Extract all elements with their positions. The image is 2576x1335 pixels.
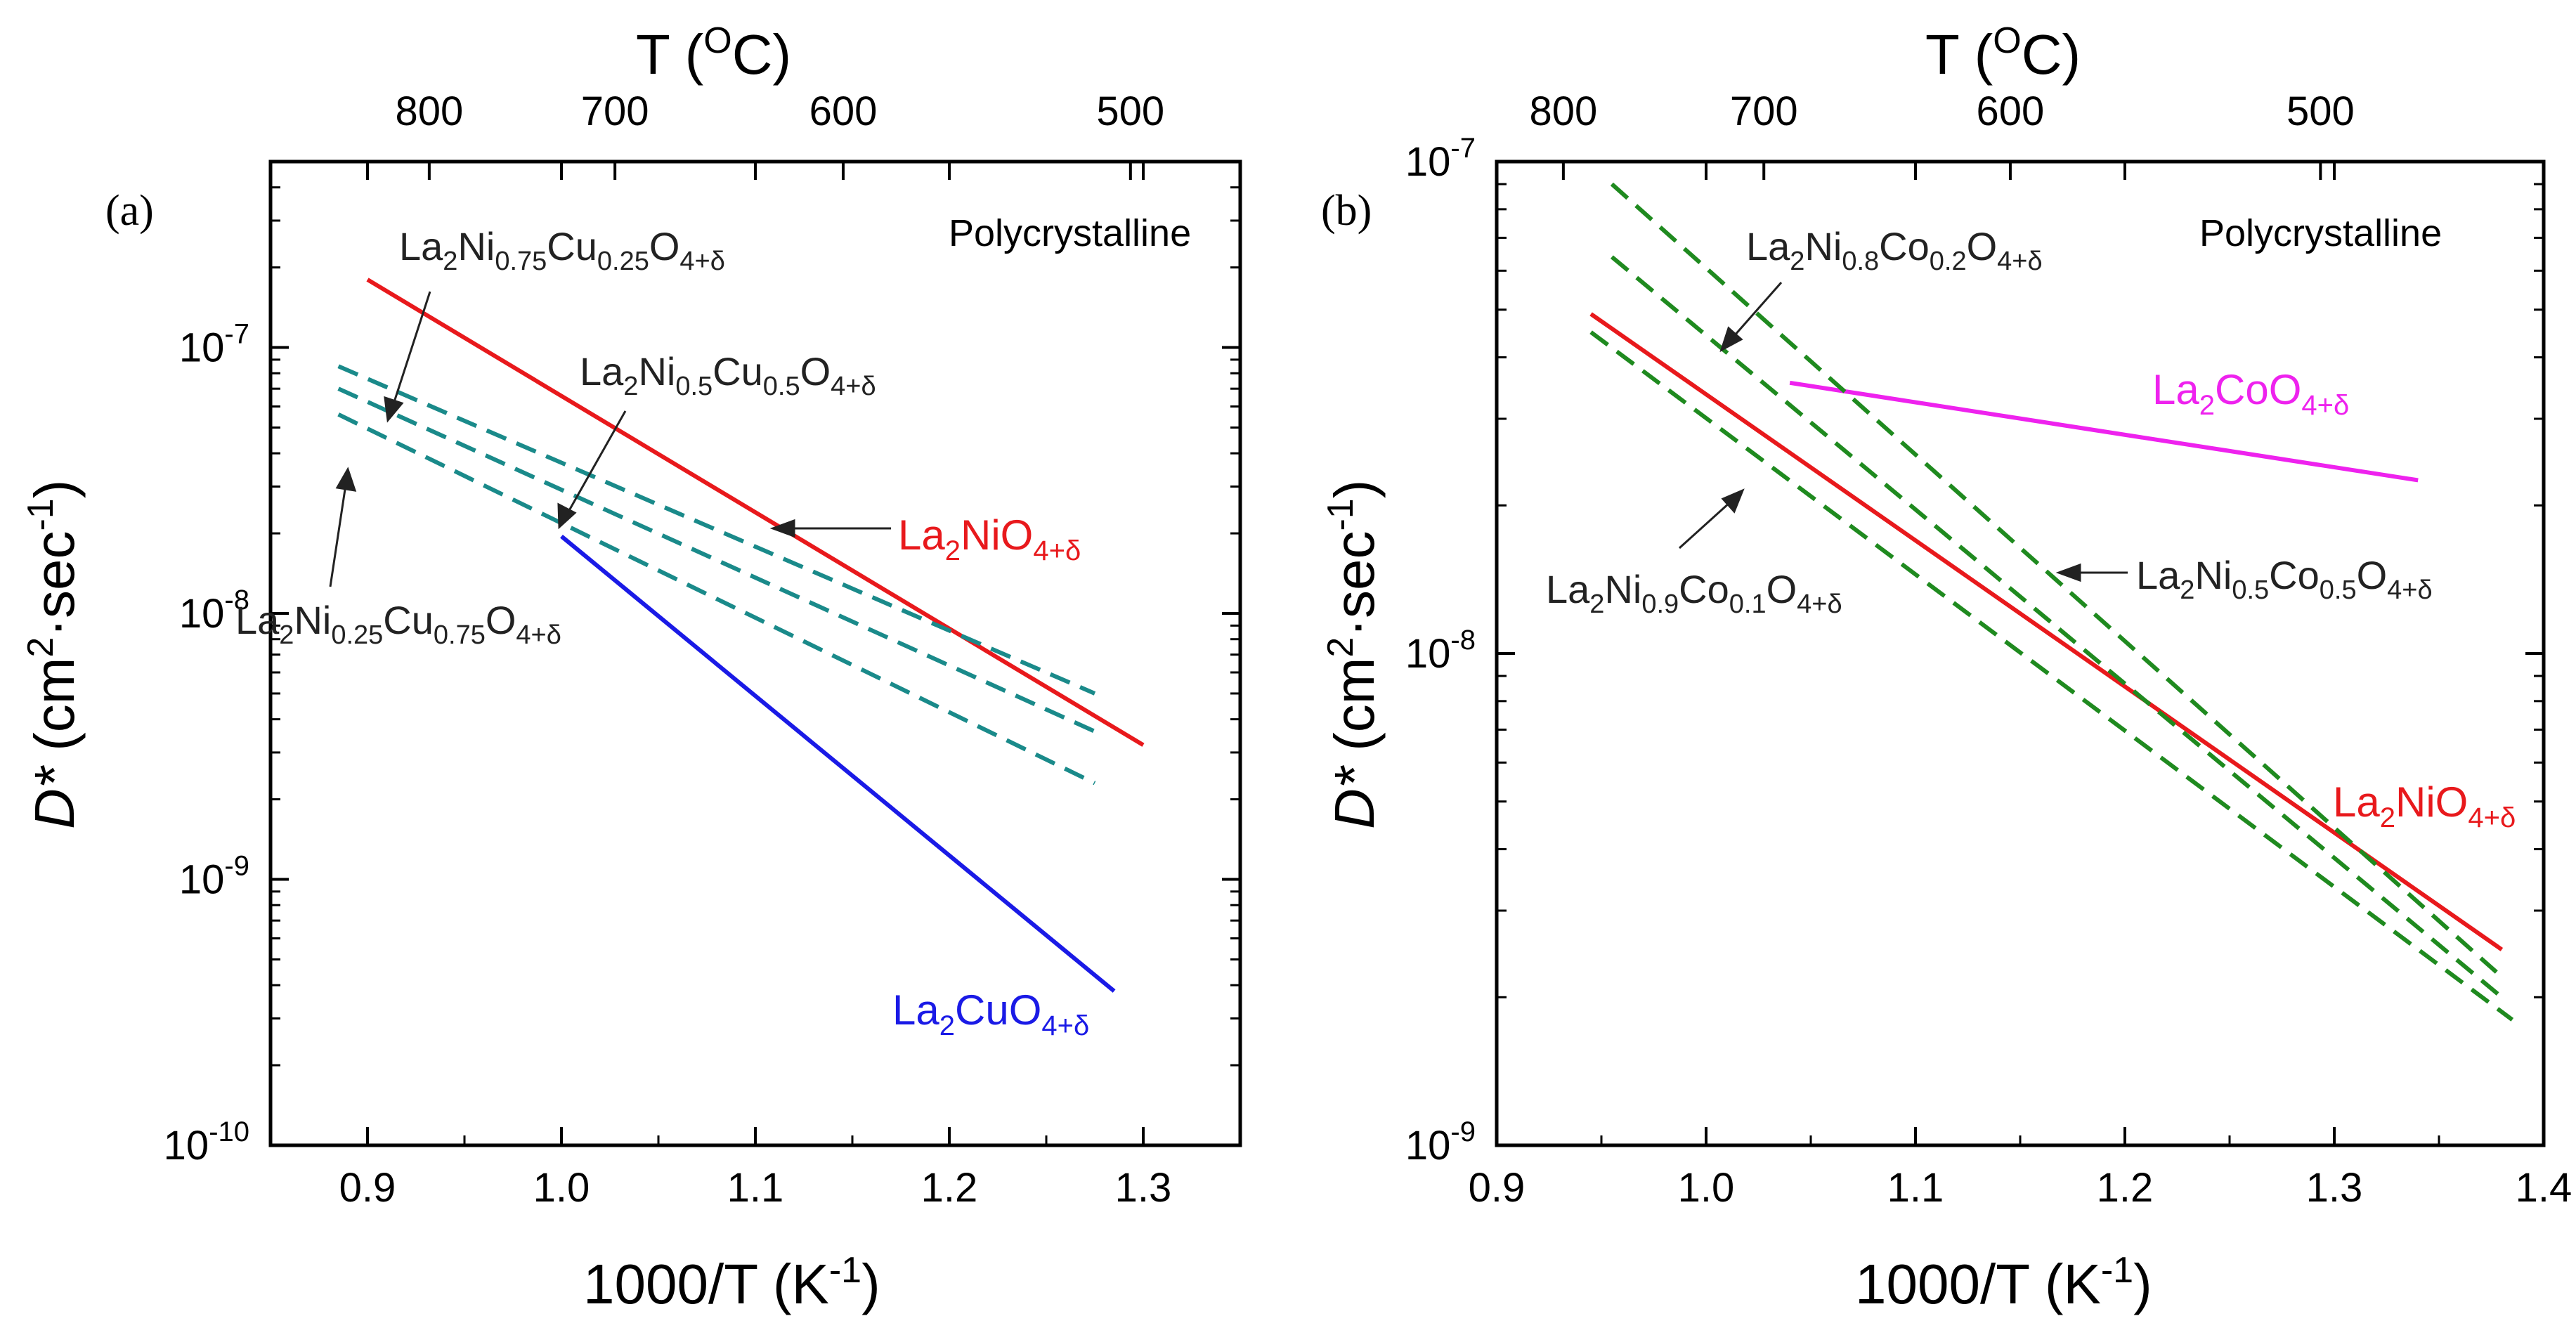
y-tick-label: 10-9 xyxy=(179,851,249,903)
panel-a-arrows xyxy=(329,291,891,587)
top-tick-label: 800 xyxy=(395,89,463,134)
x-tick-label: 1.2 xyxy=(2097,1165,2154,1211)
panel-a-y-ticks: 10-10 10-9 10-8 10-7 xyxy=(164,160,1240,1168)
label-a-ni075cu025: La2Ni0.75Cu0.25O4+δ xyxy=(399,224,725,276)
arrow-b-ni09-head xyxy=(1721,488,1745,514)
arrow-a-ni05-head xyxy=(557,502,577,530)
y-tick-label: 10-7 xyxy=(179,319,249,371)
top-tick-label: 600 xyxy=(1977,89,2045,134)
label-b-la2nio4: La2NiO4+δ xyxy=(2333,779,2516,833)
series-line xyxy=(1610,182,2504,979)
panel-a-y-axis-label: D* (cm2·sec-1) xyxy=(20,480,86,829)
arrow-a-ni075-head xyxy=(384,396,404,423)
x-tick-label: 1.3 xyxy=(1115,1165,1172,1211)
panel-b-x-axis-label: 1000/T (K-1) xyxy=(1855,1250,2152,1315)
arrow-b-ni08-head xyxy=(1719,326,1743,353)
panel-b-x-ticks: 0.9 1.0 1.1 1.2 1.3 1.4 xyxy=(1469,162,2572,1211)
y-tick-label: 10-7 xyxy=(1405,133,1476,185)
x-tick-label: 1.2 xyxy=(921,1165,978,1211)
arrow-a-ni075 xyxy=(392,291,431,405)
series-line xyxy=(337,412,1096,786)
panel-b-top-ticks: 800 700 600 500 xyxy=(1529,89,2355,180)
arrow-a-ni05 xyxy=(566,410,627,514)
x-tick-label: 1.0 xyxy=(1678,1165,1735,1211)
top-tick-label: 800 xyxy=(1529,89,1597,134)
panel-a-x-ticks: 0.9 1.0 1.1 1.2 1.3 xyxy=(339,162,1172,1211)
arrow-b-ni09 xyxy=(1678,501,1731,549)
y-tick-label: 10-10 xyxy=(164,1116,249,1168)
panel-b-top-axis-label: T (OC) xyxy=(1925,20,2081,86)
x-tick-label: 0.9 xyxy=(1469,1165,1526,1211)
panel-a-series xyxy=(337,278,1145,993)
top-tick-label: 500 xyxy=(2286,89,2355,134)
x-tick-label: 0.9 xyxy=(339,1165,396,1211)
label-b-la2coo4: La2CoO4+δ xyxy=(2152,366,2349,421)
label-a-la2cuo4: La2CuO4+δ xyxy=(892,986,1089,1041)
panel-b-series xyxy=(1589,182,2514,1022)
arrow-b-ni08 xyxy=(1733,282,1783,337)
label-b-ni05co05: La2Ni0.5Co0.5O4+δ xyxy=(2136,553,2433,605)
top-tick-label: 700 xyxy=(1730,89,1798,134)
x-tick-label: 1.1 xyxy=(727,1165,784,1211)
y-tick-label: 10-8 xyxy=(179,585,249,637)
x-tick-label: 1.0 xyxy=(533,1165,590,1211)
series-line xyxy=(337,386,1096,734)
label-a-la2nio4: La2NiO4+δ xyxy=(898,512,1081,566)
panel-a: 0.9 1.0 1.1 1.2 1.3 10-10 10-9 10-8 10-7 800 700… xyxy=(20,20,1242,1315)
panel-b-y-axis-label: D* (cm2·sec-1) xyxy=(1320,480,1386,829)
series-line xyxy=(1789,380,2419,483)
arrow-a-ni025 xyxy=(329,484,347,587)
panel-b: 0.9 1.0 1.1 1.2 1.3 1.4 10-9 10-8 10-7 800 700 60… xyxy=(1320,20,2572,1315)
arrow-b-ni05-head xyxy=(2055,563,2081,582)
panel-b-label: (b) xyxy=(1321,187,1372,235)
arrow-a-ni025-head xyxy=(335,467,357,492)
y-tick-label: 10-9 xyxy=(1405,1116,1476,1168)
x-tick-label: 1.3 xyxy=(2306,1165,2363,1211)
panel-a-annotation: Polycrystalline xyxy=(949,212,1191,254)
label-b-ni09co01: La2Ni0.9Co0.1O4+δ xyxy=(1546,567,1842,619)
label-a-ni05cu05: La2Ni0.5Cu0.5O4+δ xyxy=(580,349,876,401)
series-line xyxy=(560,534,1116,993)
panel-b-arrows xyxy=(1678,282,2128,582)
panel-a-x-axis-label: 1000/T (K-1) xyxy=(583,1250,880,1315)
y-tick-label: 10-8 xyxy=(1405,625,1476,677)
top-tick-label: 500 xyxy=(1096,89,1164,134)
panel-b-annotation: Polycrystalline xyxy=(2199,212,2442,254)
series-line xyxy=(1589,330,2514,1022)
series-line xyxy=(366,278,1145,747)
series-line xyxy=(1610,255,2504,999)
label-a-ni025cu075: La2Ni0.25Cu0.75O4+δ xyxy=(235,598,561,650)
panel-a-top-axis-label: T (OC) xyxy=(636,20,791,86)
top-tick-label: 700 xyxy=(581,89,649,134)
arrow-a-lanio-head xyxy=(769,519,795,538)
x-tick-label: 1.1 xyxy=(1887,1165,1944,1211)
label-b-ni08co02: La2Ni0.8Co0.2O4+δ xyxy=(1746,224,2043,276)
panel-a-top-ticks: 800 700 600 500 xyxy=(395,89,1164,180)
x-tick-label: 1.4 xyxy=(2516,1165,2572,1211)
panel-b-y-ticks: 10-9 10-8 10-7 xyxy=(1405,133,2544,1168)
series-line xyxy=(337,364,1096,696)
top-tick-label: 600 xyxy=(809,89,878,134)
panel-a-label: (a) xyxy=(105,187,154,235)
